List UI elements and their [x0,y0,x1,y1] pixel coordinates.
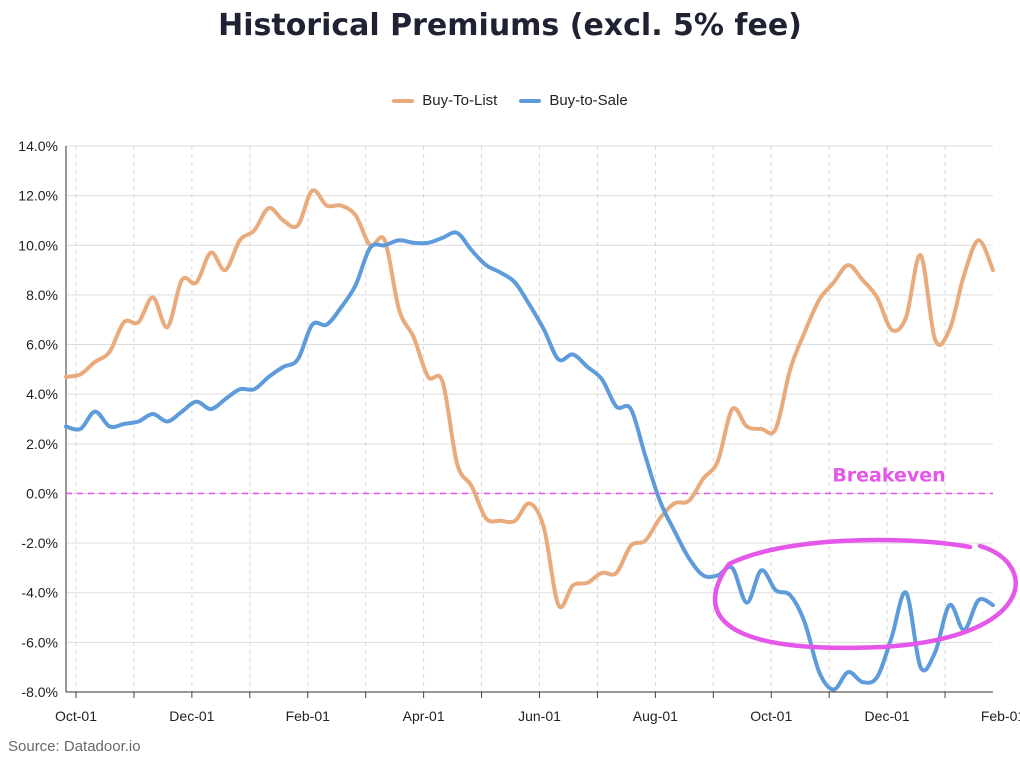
x-tick-label: Dec-01 [169,708,214,724]
series-line-buy-to-sale[interactable] [64,230,995,692]
breakeven-label: Breakeven [832,464,945,486]
y-tick-label: 0.0% [26,485,58,501]
x-tick-label: Feb-01 [981,708,1020,724]
legend-item-buy-to-list[interactable]: Buy-To-List [392,92,497,109]
y-tick-label: 14.0% [18,138,58,154]
legend-label-buy-to-sale: Buy-to-Sale [549,92,628,109]
x-tick-label: Feb-01 [286,708,331,724]
legend: Buy-To-List Buy-to-Sale [0,92,1020,109]
x-tick-label: Jun-01 [518,708,561,724]
legend-item-buy-to-sale[interactable]: Buy-to-Sale [519,92,628,109]
legend-label-buy-to-list: Buy-To-List [422,92,498,109]
x-tick-label: Oct-01 [750,708,792,724]
grid-layer [66,145,993,693]
series-line-buy-to-list[interactable] [64,188,995,610]
y-tick-label: -6.0% [21,634,58,650]
y-tick-label: -8.0% [21,684,58,700]
y-tick-label: 6.0% [26,337,58,353]
y-tick-label: 2.0% [26,436,58,452]
y-tick-label: -4.0% [21,585,58,601]
y-tick-label: -2.0% [21,535,58,551]
x-tick-label: Aug-01 [633,708,678,724]
source-note: Source: Datadoor.io [8,738,141,755]
x-tick-label: Oct-01 [55,708,97,724]
axis-layer: 14.0% 12.0% 10.0% 8.0% 6.0% 4.0% 2.0% 0.0% -2.0%… [18,138,1020,724]
highlight-ellipse [712,537,1018,651]
y-tick-label: 8.0% [26,287,58,303]
annotation-layer: Breakeven [712,464,1018,651]
x-tick-label: Dec-01 [865,708,910,724]
legend-swatch-buy-to-list [392,98,415,103]
series-layer [64,188,995,692]
chart-title: Historical Premiums (excl. 5% fee) [218,8,802,43]
y-tick-label: 12.0% [18,188,58,204]
legend-swatch-buy-to-sale [519,98,542,103]
x-tick-label: Apr-01 [403,708,445,724]
y-tick-label: 10.0% [18,237,58,253]
y-tick-label: 4.0% [26,386,58,402]
